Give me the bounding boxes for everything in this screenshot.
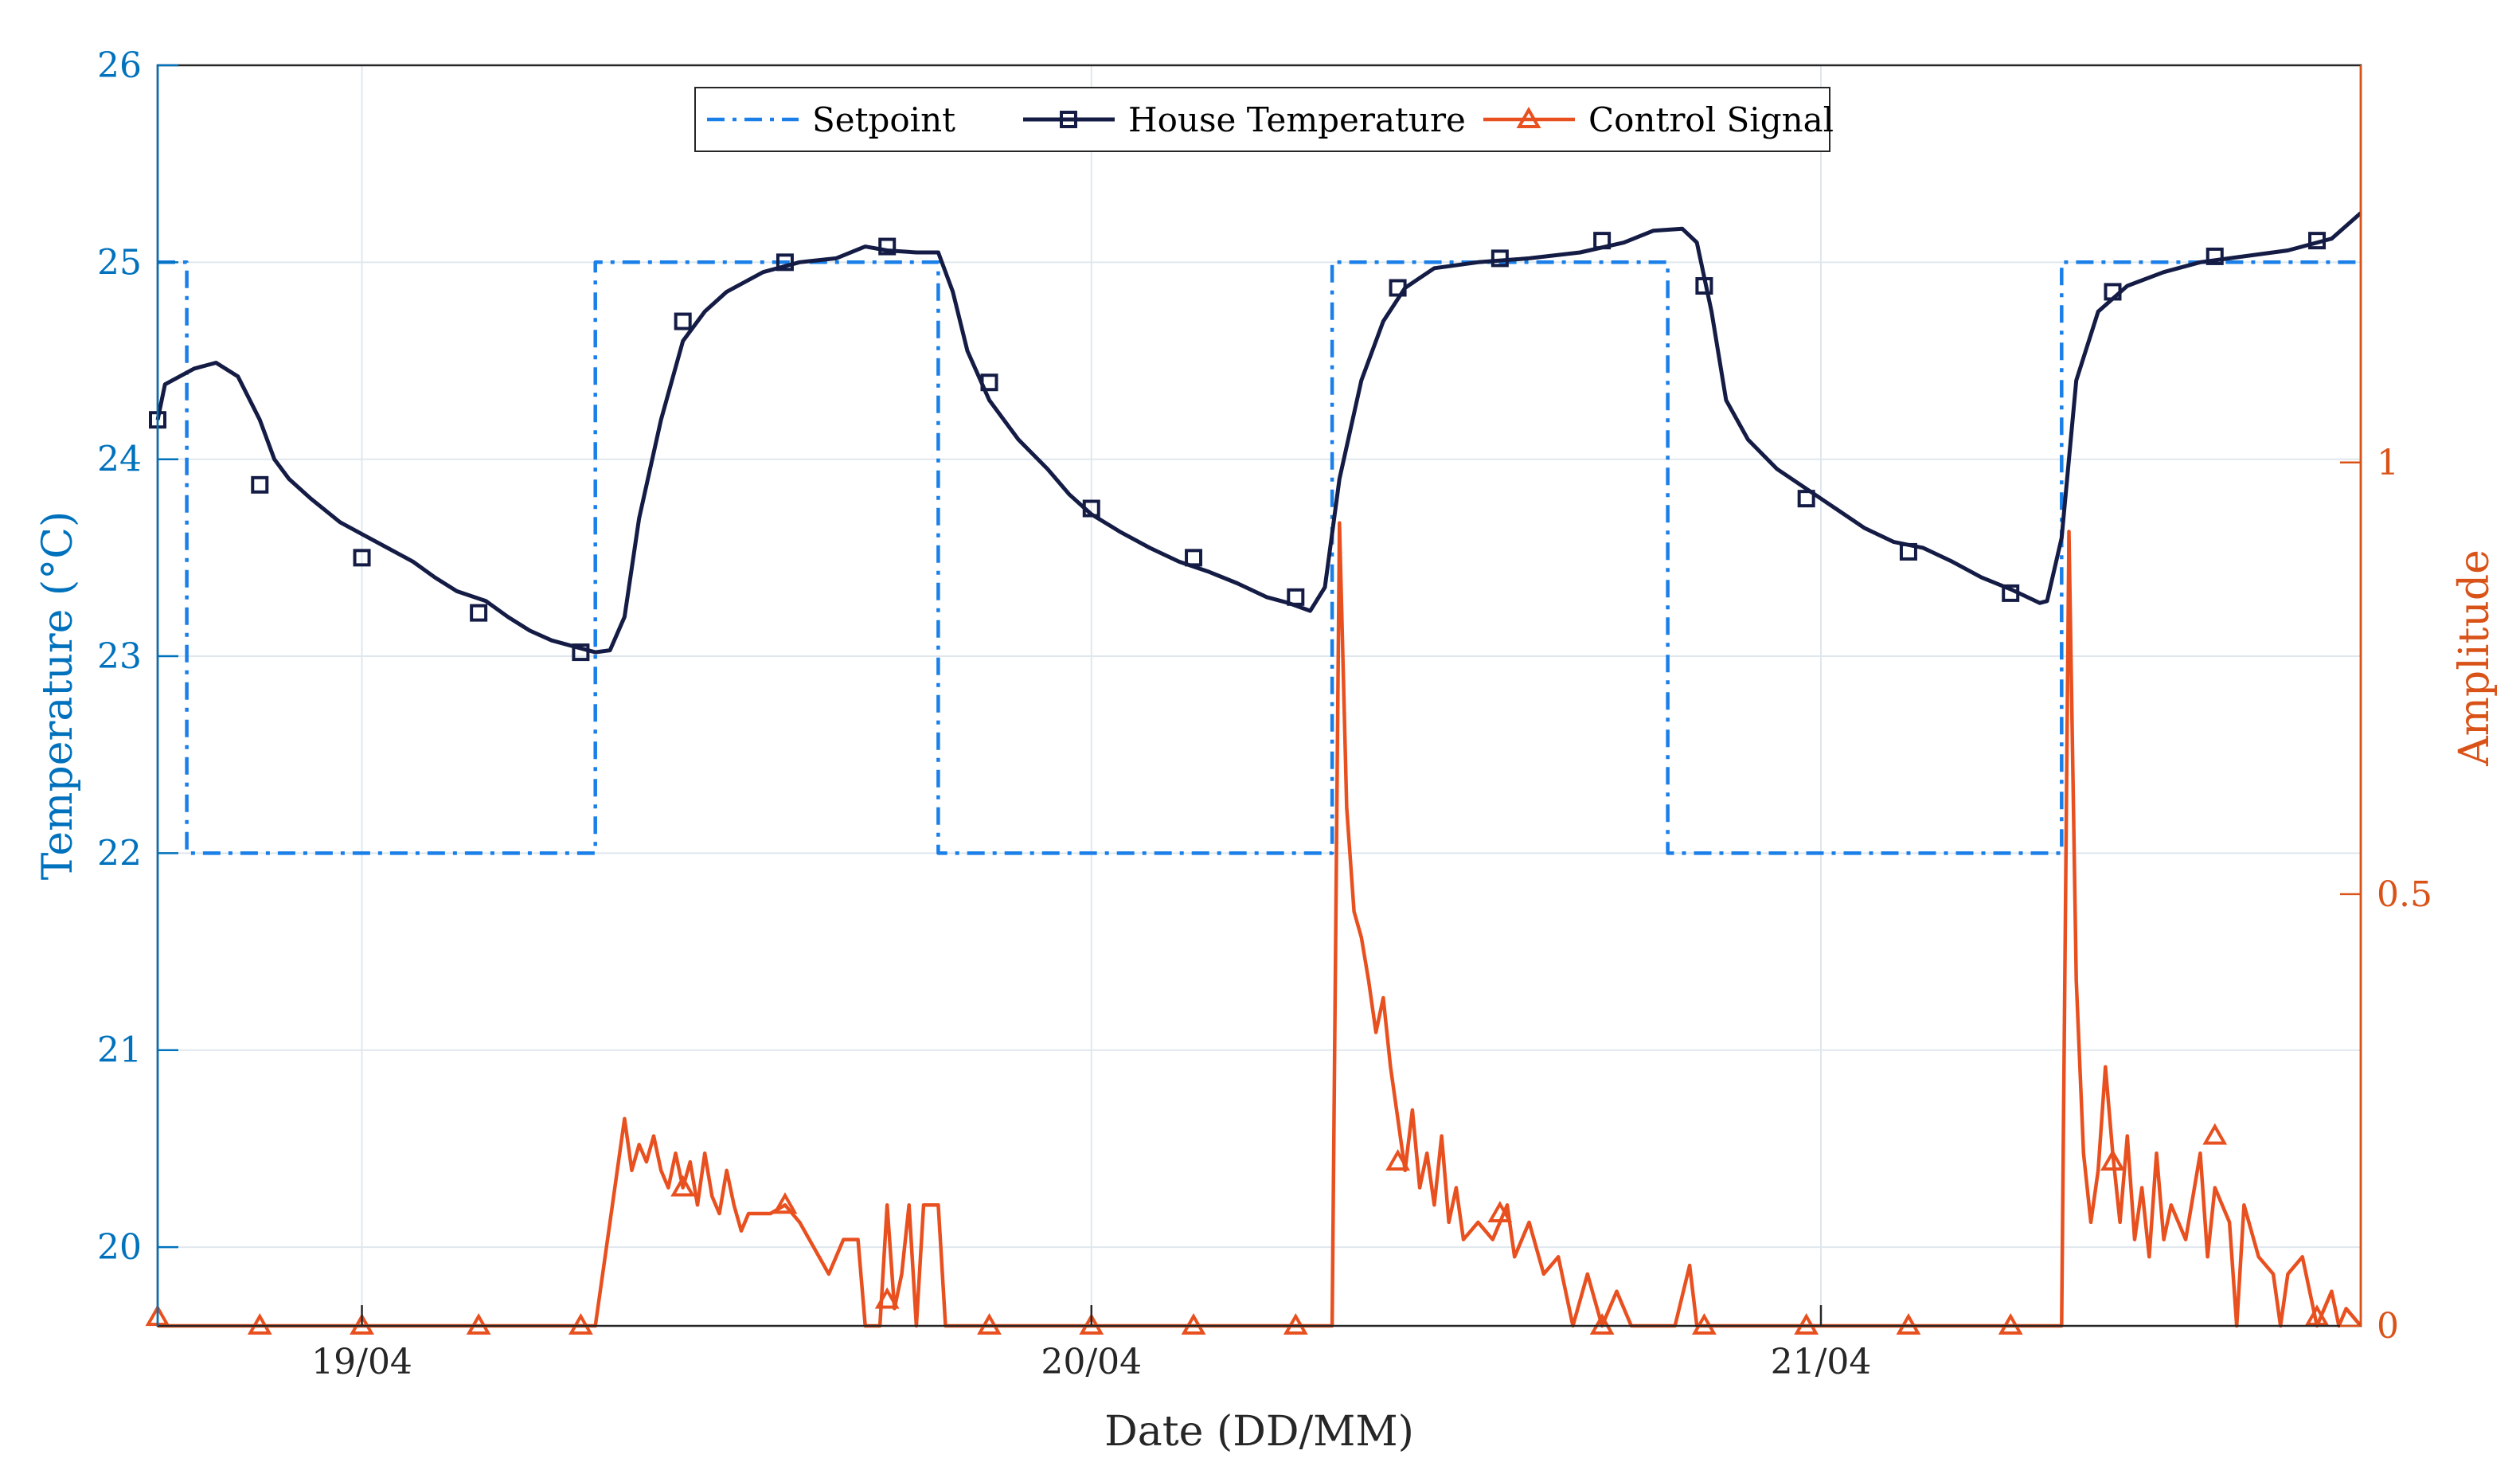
data-point-control-signal: [874, 1287, 900, 1309]
data-point-control-signal: [1283, 1312, 1308, 1335]
data-point-control-signal: [350, 1312, 374, 1335]
left-tick-label: 23: [97, 636, 142, 677]
plot-area: [145, 64, 2362, 1335]
data-point-house-temperature: [1287, 588, 1305, 606]
series-line-control-signal: [158, 521, 2362, 1328]
series-line-house-temperature: [155, 211, 2362, 655]
left-axis-label: Temperature (°C): [34, 511, 82, 881]
legend-marker-house-temperature: [1060, 111, 1077, 128]
data-point-control-signal: [247, 1312, 272, 1335]
data-point-house-temperature: [2205, 247, 2224, 265]
data-point-house-temperature: [1389, 279, 1407, 297]
data-point-house-temperature: [674, 312, 692, 330]
x-tick-label: 21/04: [1771, 1342, 1872, 1382]
data-point-control-signal: [977, 1312, 1002, 1335]
data-point-house-temperature: [353, 549, 371, 567]
data-point-control-signal: [2202, 1123, 2228, 1145]
data-point-house-temperature: [1593, 232, 1612, 250]
data-point-house-temperature: [2104, 283, 2122, 301]
data-point-house-temperature: [1899, 542, 1917, 561]
data-point-house-temperature: [251, 475, 269, 494]
right-tick-label: 0.5: [2377, 874, 2432, 915]
data-point-control-signal: [2304, 1304, 2330, 1327]
plot-background: [158, 65, 2361, 1326]
data-point-house-temperature: [1797, 490, 1815, 508]
data-point-control-signal: [1181, 1312, 1206, 1335]
data-point-house-temperature: [1185, 549, 1203, 567]
data-point-house-temperature: [572, 643, 590, 662]
data-point-house-temperature: [1082, 499, 1100, 518]
data-point-control-signal: [772, 1192, 798, 1214]
series-layer: [145, 211, 2362, 1335]
left-tick-label: 25: [97, 242, 142, 283]
left-tick-label: 20: [97, 1227, 142, 1268]
data-point-control-signal: [2100, 1148, 2125, 1171]
data-point-house-temperature: [1491, 249, 1509, 268]
legend-marker-control-signal: [1516, 106, 1541, 128]
right-axis-label: Amplitude: [2451, 549, 2499, 767]
left-tick-label: 21: [97, 1030, 142, 1071]
data-point-control-signal: [1487, 1201, 1513, 1223]
data-point-control-signal: [670, 1175, 696, 1197]
left-tick-label: 26: [97, 45, 142, 86]
left-tick-label: 24: [97, 440, 142, 480]
legend-label-control-signal: Control Signal: [1588, 100, 1834, 139]
right-axis: 00.51: [2340, 65, 2432, 1347]
series-line-setpoint: [158, 260, 2361, 855]
left-tick-label: 22: [97, 833, 142, 874]
legend-items: Setpoint House Temperature Control Signal: [707, 100, 1834, 139]
data-point-house-temperature: [2002, 584, 2020, 602]
legend-box: [694, 87, 1830, 152]
data-point-control-signal: [568, 1312, 593, 1335]
legend-label-setpoint: Setpoint: [812, 100, 955, 139]
data-point-house-temperature: [878, 237, 897, 256]
data-point-control-signal: [1589, 1312, 1615, 1335]
data-point-house-temperature: [470, 604, 488, 622]
data-point-house-temperature: [980, 373, 998, 392]
right-tick-label: 1: [2377, 443, 2399, 483]
legend-label-house-temperature: House Temperature: [1128, 100, 1466, 139]
data-point-house-temperature: [1695, 277, 1713, 295]
data-point-house-temperature: [2308, 232, 2327, 250]
x-tick-label: 20/04: [1041, 1342, 1142, 1382]
data-point-control-signal: [1896, 1312, 1921, 1335]
data-point-control-signal: [466, 1312, 491, 1335]
x-tick-label: 19/04: [311, 1342, 412, 1382]
right-tick-label: 0: [2377, 1306, 2399, 1347]
legend: Setpoint House Temperature Control Signal: [694, 87, 1834, 152]
data-point-control-signal: [1385, 1148, 1411, 1171]
data-point-control-signal: [1794, 1312, 1819, 1335]
data-point-house-temperature: [776, 253, 794, 272]
x-axis: 19/04 20/04 21/04: [311, 1305, 1871, 1382]
left-axis: 20 21 22 23 24 25 26: [97, 45, 178, 1326]
data-point-control-signal: [1998, 1312, 2023, 1335]
x-axis-label: Date (DD/MM): [1104, 1408, 1414, 1456]
data-point-control-signal: [1691, 1312, 1717, 1335]
data-point-control-signal: [1079, 1312, 1104, 1335]
